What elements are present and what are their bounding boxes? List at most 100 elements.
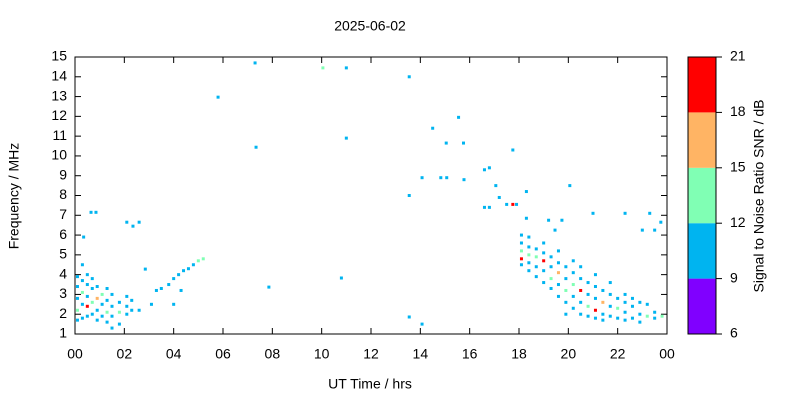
data-point xyxy=(616,296,620,300)
y-tick-label: 6 xyxy=(59,226,67,242)
data-point xyxy=(579,300,583,304)
colorbar-segment xyxy=(688,223,716,279)
data-point xyxy=(568,184,572,188)
data-point xyxy=(444,141,448,145)
data-point xyxy=(487,166,491,170)
data-point xyxy=(85,283,89,287)
data-point xyxy=(167,283,171,287)
data-point xyxy=(105,298,109,302)
data-point xyxy=(85,314,89,318)
colorbar-tick-label: 15 xyxy=(730,159,746,175)
data-point xyxy=(616,306,620,310)
data-point xyxy=(630,296,634,300)
data-point xyxy=(645,302,649,306)
data-point xyxy=(85,294,89,298)
data-point xyxy=(542,281,546,285)
data-point xyxy=(439,176,443,180)
data-point xyxy=(623,318,627,322)
data-point xyxy=(534,275,538,279)
y-tick-label: 7 xyxy=(59,206,67,222)
data-point xyxy=(571,259,575,263)
data-point xyxy=(534,265,538,269)
data-point xyxy=(75,296,79,300)
data-point xyxy=(564,288,568,292)
data-point xyxy=(117,322,121,326)
y-tick-label: 3 xyxy=(59,285,67,301)
data-point xyxy=(623,310,627,314)
x-tick-label: 00 xyxy=(659,346,675,362)
data-point xyxy=(75,318,79,322)
x-tick-label: 10 xyxy=(314,346,330,362)
data-point xyxy=(445,176,449,180)
data-point xyxy=(593,308,597,312)
data-point xyxy=(571,294,575,298)
data-point xyxy=(527,253,531,257)
data-point xyxy=(105,310,109,314)
data-point xyxy=(267,285,271,289)
data-point xyxy=(90,286,94,290)
y-tick-label: 11 xyxy=(52,127,67,143)
data-point xyxy=(172,277,176,281)
x-tick-label: 08 xyxy=(265,346,281,362)
colorbar-segment xyxy=(688,278,716,334)
data-point xyxy=(130,308,134,312)
data-point xyxy=(216,95,220,99)
data-point xyxy=(130,298,134,302)
data-point xyxy=(556,261,560,265)
data-point xyxy=(420,322,424,326)
x-axis-label: UT Time / hrs xyxy=(328,376,412,392)
data-point xyxy=(196,259,200,263)
data-point xyxy=(571,283,575,287)
data-point xyxy=(125,304,129,308)
data-point xyxy=(482,168,486,172)
data-point xyxy=(85,273,89,277)
x-tick-label: 12 xyxy=(363,346,379,362)
data-point xyxy=(564,265,568,269)
data-point xyxy=(560,218,564,222)
data-point xyxy=(75,308,79,312)
colorbar-segment xyxy=(688,112,716,168)
data-point xyxy=(407,315,411,319)
x-tick-label: 00 xyxy=(67,346,83,362)
x-tick-label: 22 xyxy=(610,346,626,362)
data-point xyxy=(586,281,590,285)
data-point xyxy=(630,304,634,308)
data-point xyxy=(527,261,531,265)
data-point xyxy=(527,235,531,239)
data-point xyxy=(527,245,531,249)
data-point xyxy=(660,314,664,318)
y-tick-label: 12 xyxy=(51,107,67,123)
data-point xyxy=(179,288,183,292)
data-point xyxy=(579,277,583,281)
data-point xyxy=(534,247,538,251)
data-point xyxy=(579,312,583,316)
data-point xyxy=(89,210,93,214)
data-point xyxy=(344,66,348,70)
y-tick-label: 15 xyxy=(51,48,67,64)
data-point xyxy=(553,228,557,232)
x-tick-label: 18 xyxy=(511,346,527,362)
data-point xyxy=(593,316,597,320)
y-tick-label: 13 xyxy=(51,87,67,103)
data-point xyxy=(75,275,79,279)
data-point xyxy=(110,314,114,318)
y-tick-label: 5 xyxy=(59,246,67,262)
data-point xyxy=(608,292,612,296)
data-point xyxy=(653,316,657,320)
data-point xyxy=(482,205,486,209)
data-point xyxy=(186,267,190,271)
data-point xyxy=(80,263,84,267)
data-point xyxy=(201,257,205,261)
data-point xyxy=(542,241,546,245)
data-point xyxy=(137,220,141,224)
colorbar-tick-label: 21 xyxy=(730,48,746,64)
plot-frame xyxy=(74,56,668,335)
data-point xyxy=(542,251,546,255)
data-point xyxy=(100,302,104,306)
data-point xyxy=(542,269,546,273)
data-point xyxy=(601,318,605,322)
data-point xyxy=(645,314,649,318)
data-point xyxy=(564,277,568,281)
